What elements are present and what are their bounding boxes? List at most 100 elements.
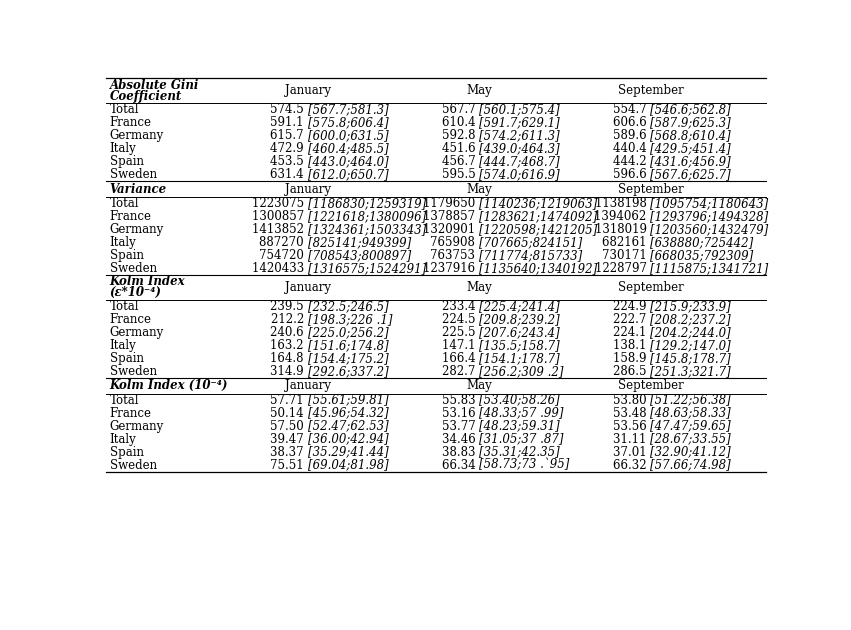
Text: [36.00;42.94]: [36.00;42.94] [307, 433, 388, 445]
Text: [574.0;616.9]: [574.0;616.9] [479, 168, 560, 181]
Text: 50.14: 50.14 [270, 406, 307, 420]
Text: 75.51: 75.51 [270, 459, 307, 471]
Text: [53.40;58.26]: [53.40;58.26] [479, 394, 560, 406]
Text: January: January [284, 379, 330, 392]
Text: 589.6: 589.6 [613, 129, 650, 142]
Text: 453.5: 453.5 [270, 155, 307, 168]
Text: 53.48: 53.48 [613, 406, 650, 420]
Text: 34.46: 34.46 [442, 433, 479, 445]
Text: France: France [110, 406, 151, 420]
Text: 282.7: 282.7 [442, 365, 479, 378]
Text: [52.47;62.53]: [52.47;62.53] [307, 420, 388, 433]
Text: [1140236;1219063]: [1140236;1219063] [479, 197, 597, 210]
Text: [443.0;464.0]: [443.0;464.0] [307, 155, 388, 168]
Text: [55.61;59.81]: [55.61;59.81] [307, 394, 388, 406]
Text: May: May [466, 183, 492, 195]
Text: 147.1: 147.1 [442, 339, 479, 352]
Text: [825141;949399]: [825141;949399] [307, 236, 411, 249]
Text: 53.80: 53.80 [613, 394, 650, 406]
Text: 39.47: 39.47 [270, 433, 307, 445]
Text: 1228797: 1228797 [595, 262, 650, 275]
Text: 240.6: 240.6 [270, 326, 307, 339]
Text: 444.2: 444.2 [613, 155, 650, 168]
Text: January: January [284, 183, 330, 195]
Text: [35.29;41.44]: [35.29;41.44] [307, 445, 388, 459]
Text: September: September [618, 183, 683, 195]
Text: [145.8;178.7]: [145.8;178.7] [650, 352, 731, 365]
Text: [591.7;629.1]: [591.7;629.1] [479, 117, 560, 129]
Text: 1300857: 1300857 [252, 210, 307, 223]
Text: 610.4: 610.4 [442, 117, 479, 129]
Text: 615.7: 615.7 [270, 129, 307, 142]
Text: 631.4: 631.4 [270, 168, 307, 181]
Text: 596.6: 596.6 [613, 168, 650, 181]
Text: [225.4;241.4]: [225.4;241.4] [479, 300, 560, 313]
Text: 574.5: 574.5 [270, 103, 307, 117]
Text: [439.0;464.3]: [439.0;464.3] [479, 142, 560, 155]
Text: Italy: Italy [110, 433, 136, 445]
Text: 1318019: 1318019 [595, 223, 650, 236]
Text: [707665;824151]: [707665;824151] [479, 236, 582, 249]
Text: Germany: Germany [110, 129, 164, 142]
Text: Italy: Italy [110, 339, 136, 352]
Text: [28.67;33.55]: [28.67;33.55] [650, 433, 731, 445]
Text: 1179650: 1179650 [423, 197, 479, 210]
Text: 212.2: 212.2 [271, 313, 307, 326]
Text: [208.2;237.2]: [208.2;237.2] [650, 313, 731, 326]
Text: 887270: 887270 [260, 236, 307, 249]
Text: 606.6: 606.6 [613, 117, 650, 129]
Text: 595.5: 595.5 [442, 168, 479, 181]
Text: [567.7;581.3]: [567.7;581.3] [307, 103, 388, 117]
Text: [1115875;1341721]: [1115875;1341721] [650, 262, 768, 275]
Text: January: January [284, 84, 330, 97]
Text: 233.4: 233.4 [442, 300, 479, 313]
Text: France: France [110, 117, 151, 129]
Text: Coefficient: Coefficient [110, 89, 182, 103]
Text: 166.4: 166.4 [442, 352, 479, 365]
Text: Total: Total [110, 197, 140, 210]
Text: May: May [466, 379, 492, 392]
Text: [575.8;606.4]: [575.8;606.4] [307, 117, 388, 129]
Text: Sweden: Sweden [110, 168, 157, 181]
Text: [58.73;73 .`95]: [58.73;73 .`95] [479, 459, 569, 471]
Text: [1316575;1524291]: [1316575;1524291] [307, 262, 426, 275]
Text: 682161: 682161 [603, 236, 650, 249]
Text: [151.6;174.8]: [151.6;174.8] [307, 339, 388, 352]
Text: 37.01: 37.01 [613, 445, 650, 459]
Text: [708543;800897]: [708543;800897] [307, 249, 411, 262]
Text: May: May [466, 84, 492, 97]
Text: [1293796;1494328]: [1293796;1494328] [650, 210, 768, 223]
Text: 224.5: 224.5 [442, 313, 479, 326]
Text: [232.5;246.5]: [232.5;246.5] [307, 300, 388, 313]
Text: [292.6;337.2]: [292.6;337.2] [307, 365, 388, 378]
Text: Variance: Variance [110, 183, 167, 195]
Text: Spain: Spain [110, 249, 144, 262]
Text: 53.77: 53.77 [442, 420, 479, 433]
Text: [47.47;59.65]: [47.47;59.65] [650, 420, 731, 433]
Text: 730171: 730171 [602, 249, 650, 262]
Text: [154.1;178.7]: [154.1;178.7] [479, 352, 560, 365]
Text: France: France [110, 210, 151, 223]
Text: 592.8: 592.8 [442, 129, 479, 142]
Text: [215.9;233.9]: [215.9;233.9] [650, 300, 731, 313]
Text: [256.2;309 .2]: [256.2;309 .2] [479, 365, 563, 378]
Text: [568.8;610.4]: [568.8;610.4] [650, 129, 731, 142]
Text: 225.5: 225.5 [442, 326, 479, 339]
Text: Germany: Germany [110, 420, 164, 433]
Text: September: September [618, 84, 683, 97]
Text: [444.7;468.7]: [444.7;468.7] [479, 155, 560, 168]
Text: Italy: Italy [110, 142, 136, 155]
Text: 591.1: 591.1 [271, 117, 307, 129]
Text: [198.3;226 .1]: [198.3;226 .1] [307, 313, 392, 326]
Text: [1220598;1421205]: [1220598;1421205] [479, 223, 597, 236]
Text: Absolute Gini: Absolute Gini [110, 79, 199, 91]
Text: 163.2: 163.2 [271, 339, 307, 352]
Text: May: May [466, 281, 492, 294]
Text: [204.2;244.0]: [204.2;244.0] [650, 326, 731, 339]
Text: 164.8: 164.8 [271, 352, 307, 365]
Text: 1237916: 1237916 [423, 262, 479, 275]
Text: [431.6;456.9]: [431.6;456.9] [650, 155, 731, 168]
Text: [1221618;1380096]: [1221618;1380096] [307, 210, 426, 223]
Text: 224.1: 224.1 [614, 326, 650, 339]
Text: [668035;792309]: [668035;792309] [650, 249, 754, 262]
